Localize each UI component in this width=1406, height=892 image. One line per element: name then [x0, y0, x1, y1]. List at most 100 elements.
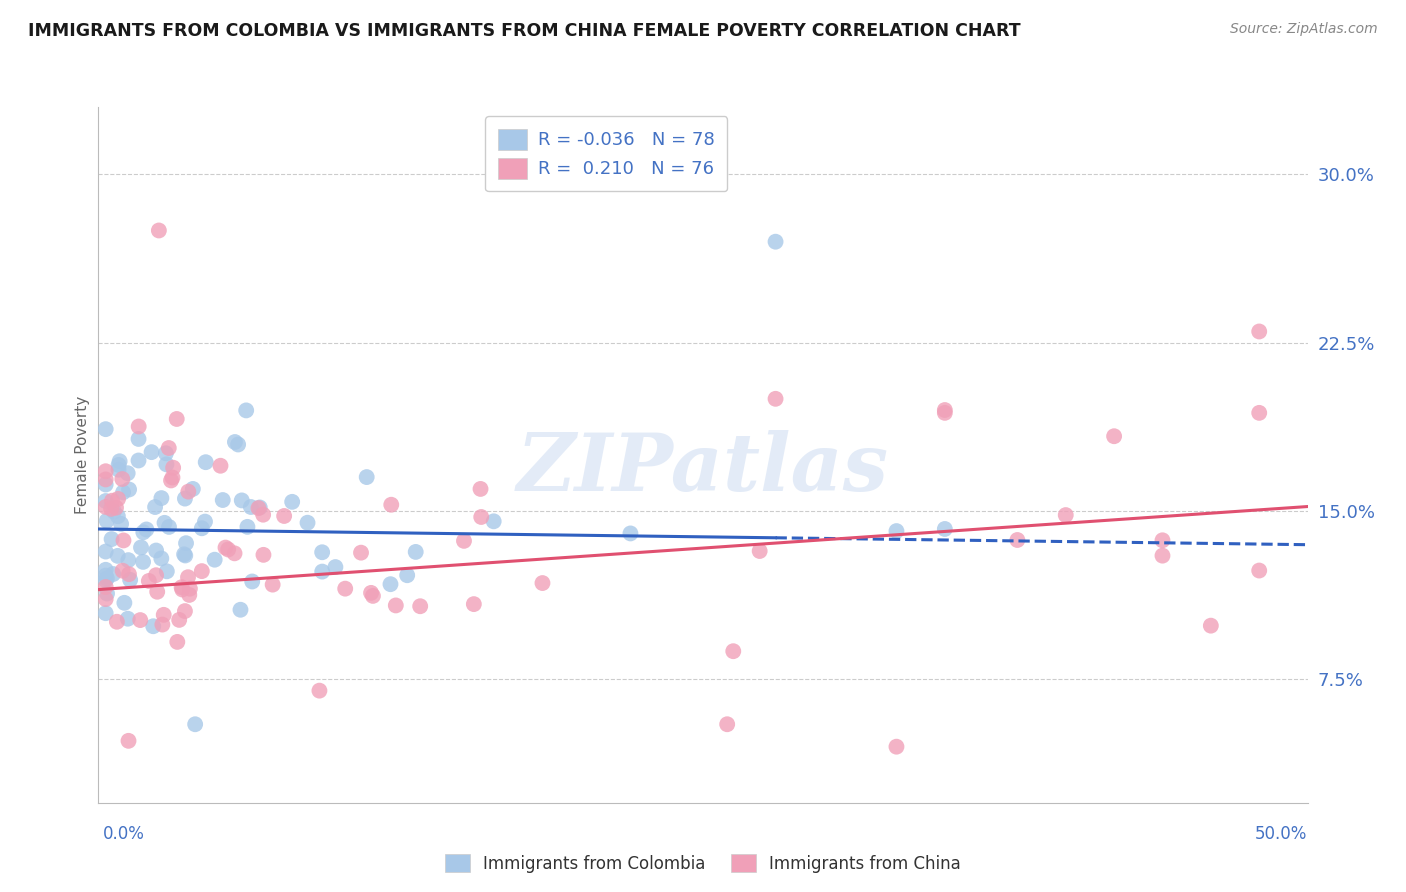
Point — [162, 460, 184, 475]
Point — [396, 568, 419, 582]
Point — [177, 570, 200, 584]
Point — [94, 472, 117, 486]
Legend: Immigrants from Colombia, Immigrants from China: Immigrants from Colombia, Immigrants fro… — [439, 847, 967, 880]
Point — [934, 406, 956, 420]
Point — [117, 467, 139, 481]
Point — [112, 596, 135, 610]
Point — [311, 565, 333, 579]
Point — [181, 482, 204, 496]
Point — [96, 586, 118, 600]
Point — [155, 446, 177, 460]
Point — [110, 516, 132, 531]
Point — [1054, 508, 1077, 522]
Point — [409, 599, 432, 614]
Point — [214, 541, 236, 555]
Point — [107, 509, 129, 524]
Text: 0.0%: 0.0% — [103, 825, 145, 843]
Point — [111, 472, 134, 486]
Point — [94, 568, 117, 582]
Point — [142, 619, 165, 633]
Point — [94, 563, 117, 577]
Point — [135, 523, 157, 537]
Point — [356, 470, 378, 484]
Point — [252, 508, 274, 522]
Point — [179, 582, 201, 596]
Point — [886, 739, 908, 754]
Point — [308, 683, 330, 698]
Point — [111, 564, 134, 578]
Point — [94, 477, 117, 491]
Point — [117, 553, 139, 567]
Point — [385, 599, 408, 613]
Point — [107, 458, 129, 472]
Point — [101, 567, 124, 582]
Point — [723, 644, 745, 658]
Text: ZIPatlas: ZIPatlas — [517, 430, 889, 508]
Point — [360, 586, 382, 600]
Text: IMMIGRANTS FROM COLOMBIA VS IMMIGRANTS FROM CHINA FEMALE POVERTY CORRELATION CHA: IMMIGRANTS FROM COLOMBIA VS IMMIGRANTS F… — [28, 22, 1021, 40]
Text: 50.0%: 50.0% — [1256, 825, 1308, 843]
Point — [141, 445, 163, 459]
Point — [162, 470, 184, 484]
Point — [765, 235, 787, 249]
Point — [236, 520, 259, 534]
Point — [105, 615, 128, 629]
Point — [765, 392, 787, 406]
Point — [96, 571, 118, 585]
Point — [297, 516, 319, 530]
Point — [128, 432, 150, 446]
Point — [101, 493, 124, 508]
Point — [716, 717, 738, 731]
Point — [209, 458, 232, 473]
Point — [191, 521, 214, 535]
Point — [174, 549, 197, 563]
Point — [174, 536, 197, 550]
Point — [166, 635, 188, 649]
Point — [350, 546, 373, 560]
Point — [226, 437, 249, 451]
Point — [482, 514, 505, 528]
Point — [167, 613, 190, 627]
Point — [380, 577, 402, 591]
Point — [463, 597, 485, 611]
Point — [108, 454, 131, 468]
Point — [160, 474, 183, 488]
Point — [94, 606, 117, 620]
Point — [157, 520, 180, 534]
Point — [194, 515, 217, 529]
Point — [120, 573, 142, 587]
Point — [1249, 564, 1271, 578]
Point — [184, 717, 207, 731]
Point — [129, 541, 152, 555]
Point — [155, 458, 177, 472]
Text: Source: ZipAtlas.com: Source: ZipAtlas.com — [1230, 22, 1378, 37]
Point — [107, 463, 129, 477]
Point — [231, 493, 253, 508]
Point — [224, 546, 246, 560]
Point — [94, 592, 117, 607]
Point — [211, 493, 233, 508]
Point — [252, 548, 274, 562]
Point — [229, 603, 252, 617]
Point — [1152, 549, 1174, 563]
Point — [138, 574, 160, 588]
Point — [100, 501, 122, 516]
Point — [157, 441, 180, 455]
Point — [153, 516, 176, 530]
Point — [239, 500, 262, 514]
Point — [204, 552, 226, 566]
Point — [156, 564, 179, 578]
Point — [94, 494, 117, 508]
Point — [453, 533, 475, 548]
Point — [1102, 429, 1125, 443]
Point — [217, 542, 239, 557]
Point — [247, 501, 270, 516]
Point — [94, 464, 117, 478]
Point — [150, 551, 173, 566]
Legend: R = -0.036   N = 78, R =  0.210   N = 76: R = -0.036 N = 78, R = 0.210 N = 76 — [485, 116, 727, 191]
Point — [235, 403, 257, 417]
Point — [107, 491, 129, 506]
Point — [619, 526, 641, 541]
Point — [1007, 533, 1029, 547]
Point — [128, 453, 150, 467]
